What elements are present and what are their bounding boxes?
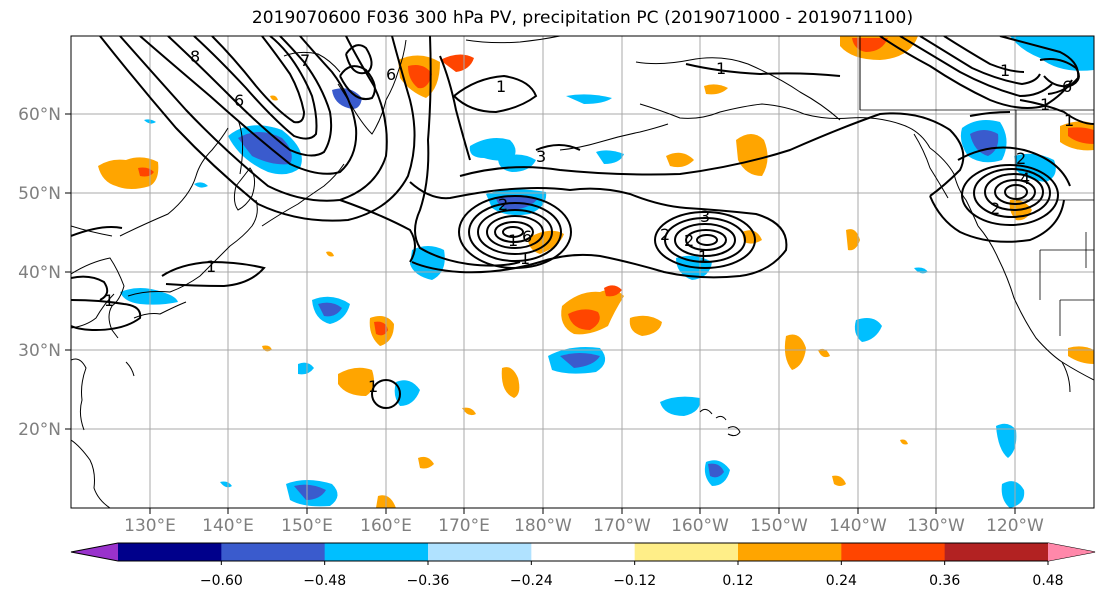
lat-label: 20°N <box>18 420 61 440</box>
lon-label: 170°W <box>593 516 651 536</box>
lon-label: 140°E <box>202 516 254 536</box>
contour-label: 8 <box>190 47 200 66</box>
contour-label: 1 <box>1040 95 1050 114</box>
contour-label: 2 <box>1016 149 1026 168</box>
contour-label: 6 <box>522 227 532 246</box>
contour-label: 1 <box>508 231 518 250</box>
lat-label: 60°N <box>18 105 61 125</box>
colorbar-cell <box>531 543 636 561</box>
contour-label: 1 <box>496 77 506 96</box>
colorbar-tick-label: 0.24 <box>826 573 857 589</box>
contour-label: 7 <box>300 51 310 70</box>
colorbar-tick-label: −0.12 <box>613 573 656 589</box>
contour-label: 6 <box>1062 77 1072 96</box>
colorbar-cell <box>428 543 532 561</box>
lon-label: 160°W <box>671 516 729 536</box>
colorbar-extend-low <box>71 543 118 561</box>
colorbar-cell <box>324 543 429 561</box>
map-title: 2019070600 F036 300 hPa PV, precipitatio… <box>251 8 914 28</box>
lon-label: 180°W <box>514 516 572 536</box>
lat-label: 40°N <box>18 263 61 283</box>
lon-label: 130°W <box>907 516 965 536</box>
colorbar-cell <box>634 543 739 561</box>
contour-label: 1 <box>1000 61 1010 80</box>
colorbar-extend-high <box>1048 543 1095 561</box>
colorbar-cell <box>841 543 946 561</box>
lat-label: 50°N <box>18 184 61 204</box>
colorbar-cell <box>944 543 1049 561</box>
colorbar-tick-label: −0.60 <box>200 573 243 589</box>
graticule <box>71 36 1094 508</box>
colorbar-cell <box>118 543 222 561</box>
lon-label: 160°E <box>360 516 412 536</box>
contour-label: 4 <box>1020 169 1030 188</box>
colorbar-tick-label: 0.36 <box>929 573 960 589</box>
colorbar-cell <box>221 543 326 561</box>
axis-ticks <box>65 113 1016 514</box>
colorbar-cell <box>738 543 842 561</box>
lon-label: 170°E <box>438 516 490 536</box>
contour-label: 2 <box>990 199 1000 218</box>
colorbar: −0.60 −0.48 −0.36 −0.24 −0.12 0.12 0.24 0.36 0.4… <box>70 542 1096 589</box>
colorbar-tick-label: 0.12 <box>722 573 753 589</box>
colorbar-tick-label: −0.24 <box>510 573 553 589</box>
pv-contours <box>71 36 1094 409</box>
lon-label: 130°E <box>124 516 176 536</box>
lon-label: 120°W <box>986 516 1044 536</box>
contour-label: 6 <box>234 91 244 110</box>
contour-label: 3 <box>700 207 710 226</box>
contour-label: 1 <box>206 257 216 276</box>
contour-label: 2 <box>684 231 694 250</box>
colorbar-tick-label: −0.48 <box>303 573 346 589</box>
coastlines <box>71 36 1094 508</box>
contour-label: 1 <box>104 291 114 310</box>
lon-label: 150°E <box>281 516 333 536</box>
contour-label: 6 <box>386 65 396 84</box>
colorbar-tick-label: −0.36 <box>407 573 450 589</box>
contour-label: 1 <box>698 247 708 266</box>
lon-label: 150°W <box>750 516 808 536</box>
contour-label: 2 <box>498 195 508 214</box>
colorbar-tick-label: 0.48 <box>1032 573 1063 589</box>
contour-label: 3 <box>536 147 546 166</box>
contour-label: 1 <box>1064 111 1074 130</box>
lat-label: 30°N <box>18 341 61 361</box>
lon-label: 140°W <box>829 516 887 536</box>
contour-label: 2 <box>660 225 670 244</box>
contour-label: 1 <box>368 377 378 396</box>
contour-label: 1 <box>520 249 530 268</box>
contour-label: 1 <box>716 59 726 78</box>
